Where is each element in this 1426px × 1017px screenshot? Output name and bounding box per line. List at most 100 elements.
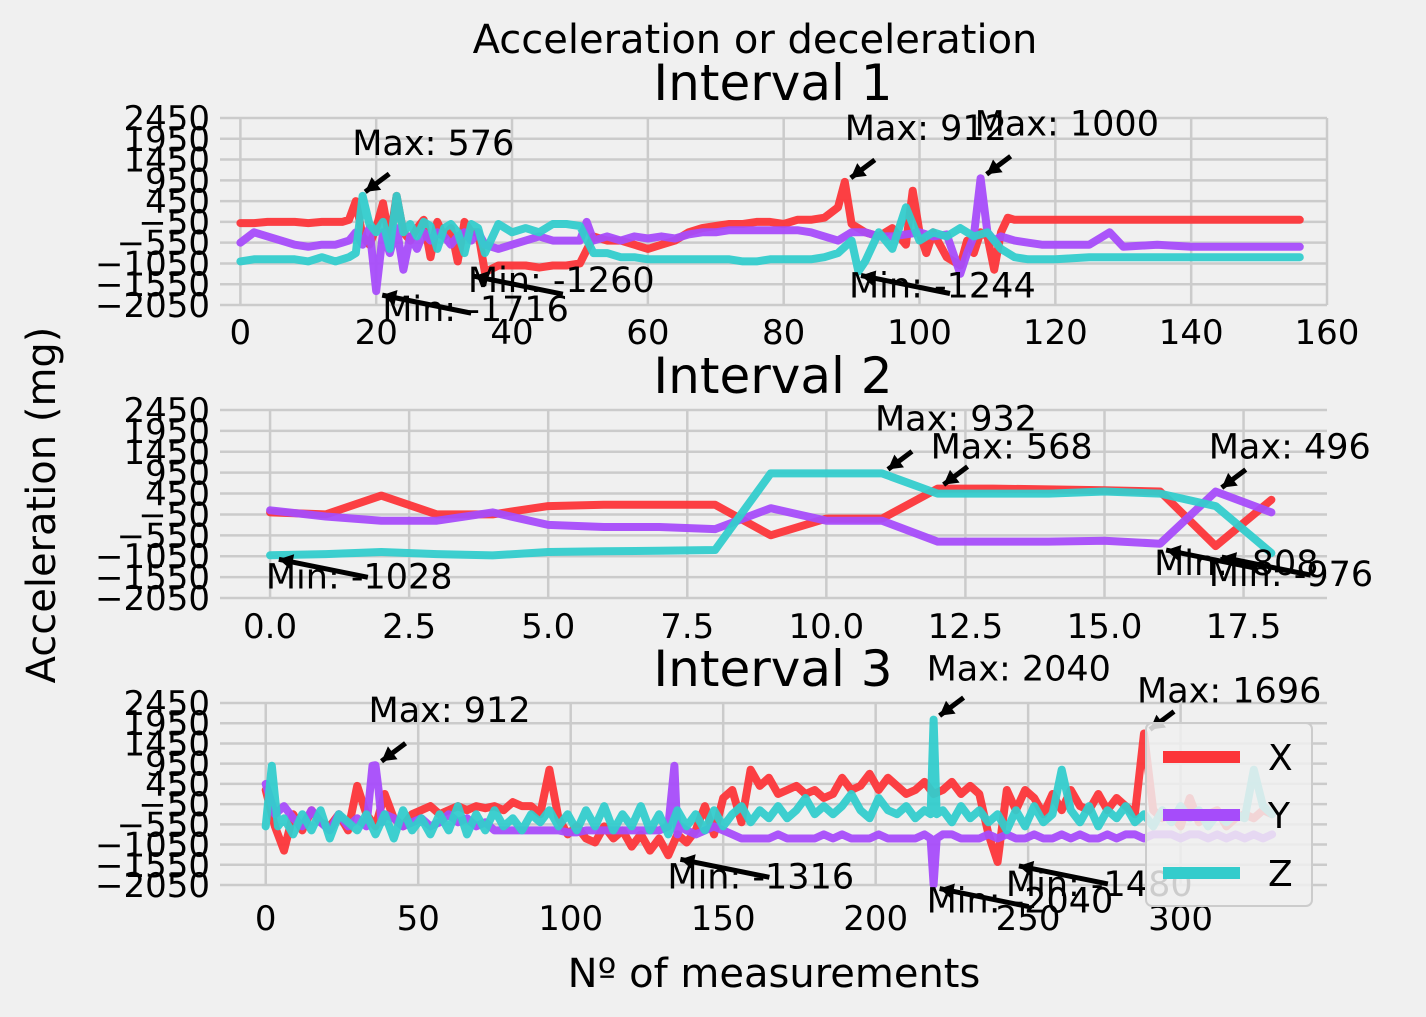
x-tick-label: 10.0 bbox=[788, 607, 864, 647]
series-line-y bbox=[266, 487, 1276, 548]
annotation-label: Min: -1260 bbox=[468, 261, 655, 301]
annotation-label: Min: -1028 bbox=[266, 557, 453, 597]
annotation-arrow-shaft bbox=[1221, 554, 1312, 578]
annotation-arrow-shaft bbox=[939, 886, 1030, 910]
annotation-arrow-head bbox=[473, 271, 490, 287]
annotation-label: Min: -808 bbox=[1154, 544, 1318, 584]
y-tick-label: −550 bbox=[117, 224, 210, 264]
series-line-z bbox=[236, 191, 1304, 276]
x-tick-label: 120 bbox=[1023, 313, 1088, 353]
x-tick-label: 150 bbox=[691, 899, 756, 939]
y-tick-label: −1550 bbox=[95, 265, 210, 305]
y-tick-label: 2450 bbox=[123, 99, 210, 139]
y-tick-label: −2050 bbox=[95, 286, 210, 326]
y-tick-label: −1550 bbox=[95, 846, 210, 886]
x-tick-label: 60 bbox=[626, 313, 669, 353]
interval-1-title: Interval 1 bbox=[653, 54, 892, 112]
y-tick-label: 1950 bbox=[123, 412, 210, 452]
annotation-label: Min: -2040 bbox=[927, 882, 1114, 922]
annotation-arrow-head bbox=[382, 290, 398, 306]
y-tick-label: 950 bbox=[145, 454, 210, 494]
interval-3-title: Interval 3 bbox=[653, 640, 892, 698]
y-tick-label: −50 bbox=[138, 495, 210, 535]
annotation-label: Max: 912 bbox=[369, 691, 531, 731]
annotation-label: Max: 496 bbox=[1209, 428, 1371, 468]
annotation-arrow-shaft bbox=[860, 273, 951, 296]
x-tick-label: 15.0 bbox=[1067, 607, 1143, 647]
annotation-label: Max: 1696 bbox=[1137, 671, 1321, 711]
x-tick-label: 17.5 bbox=[1206, 607, 1282, 647]
y-tick-label: 2450 bbox=[123, 684, 210, 724]
y-tick-label: 950 bbox=[145, 161, 210, 201]
x-axis-label: Nº of measurements bbox=[568, 951, 981, 997]
annotation-label: Min: -1316 bbox=[667, 857, 854, 897]
y-tick-label: −1050 bbox=[95, 826, 210, 866]
annotation-arrow-head bbox=[850, 163, 867, 178]
series-line-x bbox=[261, 729, 1277, 866]
x-tick-label: 160 bbox=[1295, 313, 1360, 353]
y-tick-label: 1450 bbox=[123, 141, 210, 181]
annotation-label: Min: -1244 bbox=[849, 267, 1036, 307]
y-tick-label: −1550 bbox=[95, 558, 210, 598]
annotation-arrow-head bbox=[943, 469, 960, 485]
annotation-arrow-shaft bbox=[1165, 547, 1256, 571]
y-tick-label: 2450 bbox=[123, 391, 210, 431]
x-tick-label: 2.5 bbox=[382, 607, 436, 647]
annotation-label: Min: -1716 bbox=[382, 290, 569, 330]
y-tick-label: 1950 bbox=[123, 704, 210, 744]
annotation-arrow-head bbox=[680, 854, 696, 870]
y-tick-label: −550 bbox=[117, 516, 210, 556]
annotation-arrow-head bbox=[1166, 545, 1182, 561]
x-tick-label: 0 bbox=[230, 313, 252, 353]
x-tick-label: 5.0 bbox=[521, 607, 575, 647]
interval-1-panel: Interval 1 245019501450950450−50−550−105… bbox=[95, 54, 1359, 353]
legend-label-z: Z bbox=[1268, 854, 1293, 895]
x-tick-label: 40 bbox=[490, 313, 533, 353]
annotation-arrow-head bbox=[986, 159, 1003, 175]
annotation-label: Max: 576 bbox=[352, 124, 514, 164]
x-tick-label: 100 bbox=[887, 313, 952, 353]
y-tick-label: 950 bbox=[145, 745, 210, 785]
series-line-z bbox=[266, 469, 1276, 560]
annotation-label: Max: 912 bbox=[845, 109, 1007, 149]
annotation-label: Max: 1000 bbox=[975, 104, 1159, 144]
annotation-arrow-shaft bbox=[679, 856, 770, 880]
annotation-arrow-shaft bbox=[278, 556, 369, 580]
y-axis-label: Acceleration (mg) bbox=[19, 327, 65, 684]
y-tick-label: −1050 bbox=[95, 244, 210, 284]
x-tick-label: 50 bbox=[397, 899, 440, 939]
annotation-arrow-shaft bbox=[381, 292, 472, 316]
x-tick-label: 200 bbox=[843, 899, 908, 939]
y-tick-label: −2050 bbox=[95, 866, 210, 906]
series-line-z bbox=[261, 715, 1277, 843]
x-tick-label: 0 bbox=[255, 899, 277, 939]
annotation-arrow-head bbox=[1221, 552, 1238, 568]
x-tick-label: 140 bbox=[1159, 313, 1224, 353]
y-tick-label: 450 bbox=[145, 475, 210, 515]
legend-label-x: X bbox=[1268, 738, 1293, 779]
y-tick-label: 1450 bbox=[123, 433, 210, 473]
interval-2-title: Interval 2 bbox=[653, 347, 892, 405]
x-tick-label: 20 bbox=[355, 313, 398, 353]
annotation-label: Max: 2040 bbox=[927, 650, 1111, 690]
y-tick-label: 450 bbox=[145, 182, 210, 222]
interval-2-panel: Interval 2 245019501450950450−50−550−105… bbox=[95, 347, 1373, 647]
y-tick-label: −50 bbox=[138, 785, 210, 825]
figure-suptitle: Acceleration or deceleration bbox=[473, 17, 1038, 63]
y-tick-label: −50 bbox=[138, 203, 210, 243]
annotation-arrow-head bbox=[381, 746, 398, 762]
x-tick-label: 7.5 bbox=[660, 607, 714, 647]
legend-label-y: Y bbox=[1267, 796, 1291, 837]
y-tick-label: 1450 bbox=[123, 724, 210, 764]
x-tick-label: 80 bbox=[762, 313, 805, 353]
annotation-arrow-head bbox=[887, 454, 904, 470]
annotation-arrow-shaft bbox=[1018, 863, 1109, 887]
y-tick-label: 1950 bbox=[123, 120, 210, 160]
annotation-label: Min: -976 bbox=[1209, 555, 1373, 595]
annotation-label: Max: 568 bbox=[931, 428, 1093, 468]
annotation-arrow-head bbox=[278, 554, 295, 570]
annotation-arrow-head bbox=[939, 883, 955, 900]
x-tick-label: 0.0 bbox=[243, 607, 297, 647]
y-tick-label: −550 bbox=[117, 805, 210, 845]
x-tick-label: 100 bbox=[538, 899, 603, 939]
